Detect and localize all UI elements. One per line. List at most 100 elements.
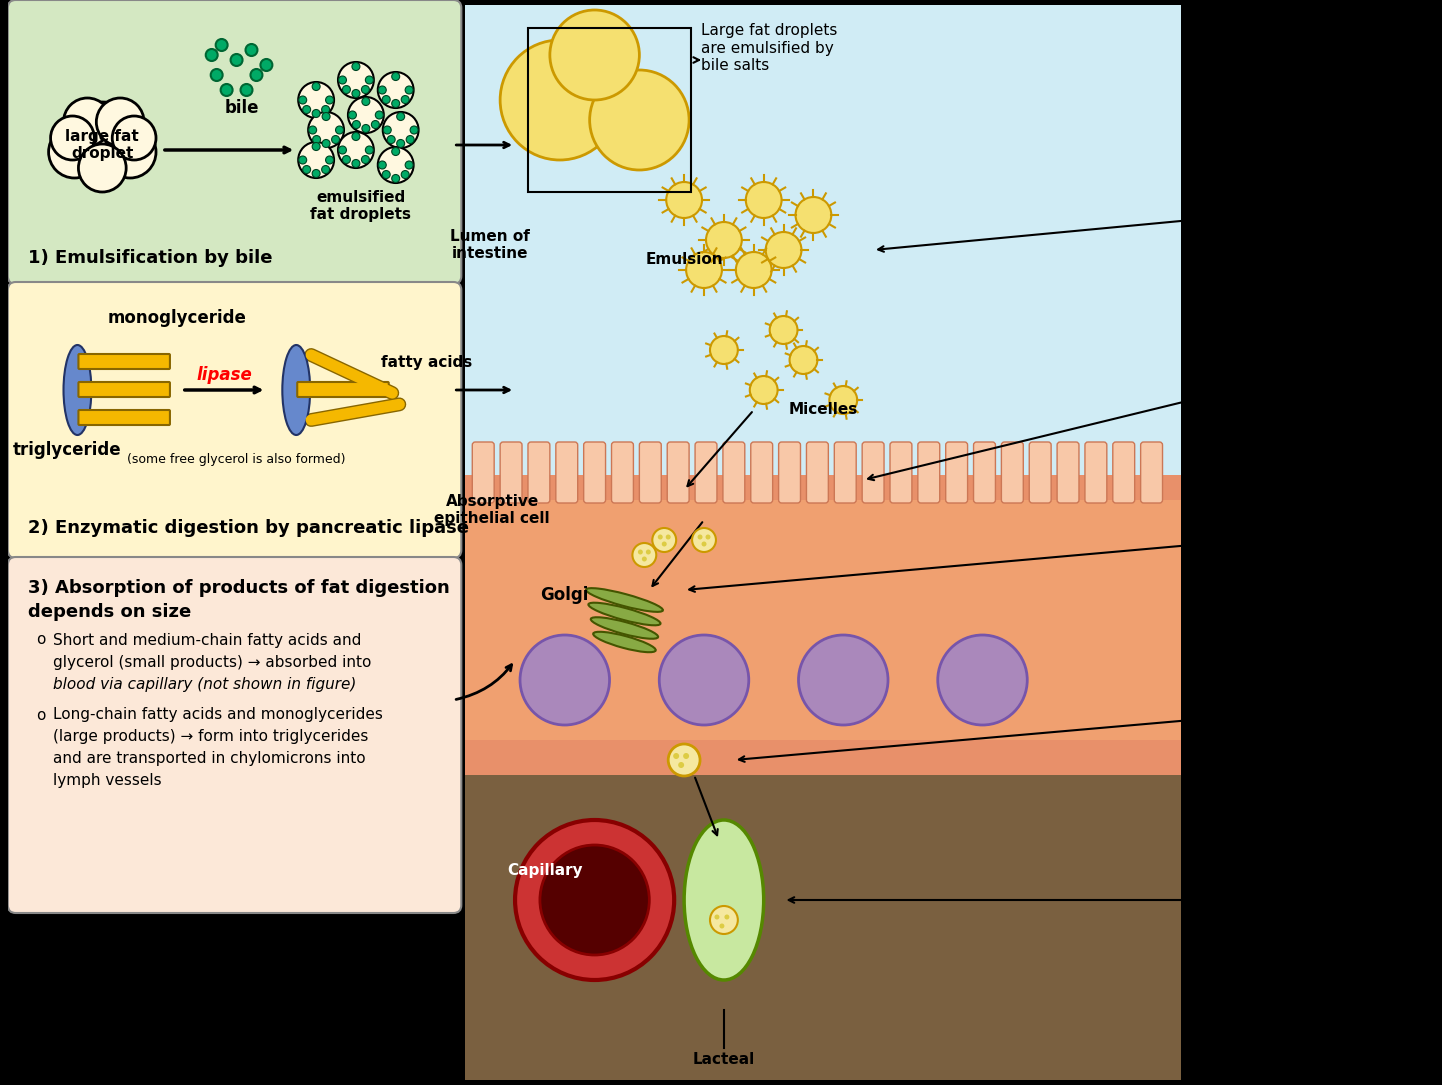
FancyBboxPatch shape bbox=[473, 442, 495, 503]
Circle shape bbox=[937, 635, 1027, 725]
Circle shape bbox=[799, 635, 888, 725]
Circle shape bbox=[662, 541, 666, 547]
Circle shape bbox=[50, 116, 94, 159]
Text: lipase: lipase bbox=[196, 366, 252, 384]
Text: Lumen of
intestine: Lumen of intestine bbox=[450, 229, 531, 261]
Circle shape bbox=[770, 316, 797, 344]
Text: Micelles: Micelles bbox=[789, 403, 858, 418]
Circle shape bbox=[362, 86, 369, 93]
Circle shape bbox=[352, 132, 360, 140]
Text: Lymph in the
lacteal transports
chylomicrons away
from intestine: Lymph in the lacteal transports chylomic… bbox=[1197, 870, 1337, 937]
Text: Long-chain fatty acids and monoglycerides: Long-chain fatty acids and monoglyceride… bbox=[52, 707, 382, 723]
Circle shape bbox=[735, 252, 771, 288]
Ellipse shape bbox=[591, 617, 658, 639]
Text: and are transported in chylomicrons into: and are transported in chylomicrons into bbox=[52, 752, 365, 766]
Circle shape bbox=[410, 126, 418, 135]
Circle shape bbox=[349, 111, 356, 119]
Text: (some free glycerol is also formed): (some free glycerol is also formed) bbox=[127, 454, 346, 467]
Circle shape bbox=[245, 44, 258, 56]
Circle shape bbox=[322, 140, 330, 148]
Text: Golgi: Golgi bbox=[541, 586, 588, 604]
Circle shape bbox=[261, 59, 273, 71]
FancyBboxPatch shape bbox=[78, 354, 170, 369]
Bar bbox=[466, 500, 1181, 740]
Text: Fatty acids and mono-
glycerides (resulting
from fat digestion)
leave micelles a: Fatty acids and mono- glycerides (result… bbox=[1197, 155, 1358, 240]
Circle shape bbox=[401, 170, 410, 179]
Circle shape bbox=[211, 69, 222, 81]
Circle shape bbox=[311, 142, 320, 151]
FancyBboxPatch shape bbox=[466, 5, 1181, 475]
Circle shape bbox=[705, 535, 711, 539]
Circle shape bbox=[311, 82, 320, 90]
FancyBboxPatch shape bbox=[611, 442, 633, 503]
Text: Fatty globules combine
with proteins to form
chylomicrons (inside
Golgi apparatu: Fatty globules combine with proteins to … bbox=[1197, 520, 1366, 587]
Circle shape bbox=[642, 557, 647, 562]
Circle shape bbox=[339, 76, 346, 84]
Circle shape bbox=[303, 166, 310, 174]
Circle shape bbox=[342, 86, 350, 93]
Circle shape bbox=[322, 113, 330, 120]
Text: large fat
droplet: large fat droplet bbox=[65, 129, 140, 162]
FancyBboxPatch shape bbox=[555, 442, 578, 503]
Circle shape bbox=[397, 113, 405, 120]
FancyBboxPatch shape bbox=[668, 442, 689, 503]
Circle shape bbox=[63, 98, 111, 146]
FancyBboxPatch shape bbox=[919, 442, 940, 503]
FancyBboxPatch shape bbox=[751, 442, 773, 503]
FancyBboxPatch shape bbox=[500, 442, 522, 503]
Circle shape bbox=[378, 86, 386, 94]
Circle shape bbox=[384, 126, 391, 135]
Circle shape bbox=[796, 197, 832, 233]
Circle shape bbox=[686, 252, 722, 288]
Circle shape bbox=[633, 542, 656, 567]
Circle shape bbox=[746, 182, 782, 218]
Circle shape bbox=[337, 62, 373, 98]
Text: Emulsion: Emulsion bbox=[646, 253, 722, 268]
Circle shape bbox=[658, 535, 663, 539]
Circle shape bbox=[365, 76, 373, 84]
Circle shape bbox=[348, 97, 384, 133]
Circle shape bbox=[378, 72, 414, 108]
Text: 1) Emulsification by bile: 1) Emulsification by bile bbox=[27, 248, 273, 267]
Circle shape bbox=[401, 95, 410, 103]
Text: emulsified
fat droplets: emulsified fat droplets bbox=[310, 190, 411, 222]
Text: depends on size: depends on size bbox=[27, 603, 190, 621]
Circle shape bbox=[388, 136, 395, 143]
Circle shape bbox=[684, 753, 689, 759]
Circle shape bbox=[352, 63, 360, 71]
Circle shape bbox=[309, 112, 345, 148]
Circle shape bbox=[678, 762, 684, 768]
Circle shape bbox=[298, 82, 335, 118]
Circle shape bbox=[750, 376, 777, 404]
Circle shape bbox=[405, 161, 412, 169]
FancyBboxPatch shape bbox=[946, 442, 968, 503]
Circle shape bbox=[720, 923, 724, 929]
Text: triglyceride: triglyceride bbox=[13, 441, 121, 459]
Circle shape bbox=[49, 126, 101, 178]
Circle shape bbox=[313, 136, 320, 143]
Circle shape bbox=[362, 125, 369, 132]
Circle shape bbox=[352, 89, 360, 98]
Circle shape bbox=[326, 156, 333, 164]
Circle shape bbox=[332, 136, 339, 143]
FancyBboxPatch shape bbox=[722, 442, 746, 503]
Circle shape bbox=[405, 86, 412, 94]
Circle shape bbox=[322, 105, 330, 114]
Circle shape bbox=[362, 155, 369, 164]
Text: glycerol (small products) → absorbed into: glycerol (small products) → absorbed int… bbox=[52, 654, 371, 669]
Circle shape bbox=[231, 54, 242, 66]
FancyBboxPatch shape bbox=[78, 382, 170, 397]
Circle shape bbox=[515, 820, 675, 980]
FancyBboxPatch shape bbox=[1057, 442, 1079, 503]
Circle shape bbox=[392, 73, 399, 80]
Text: Short and medium-chain fatty acids and: Short and medium-chain fatty acids and bbox=[52, 633, 360, 648]
Circle shape bbox=[298, 156, 307, 164]
FancyBboxPatch shape bbox=[695, 442, 717, 503]
Circle shape bbox=[709, 336, 738, 363]
Circle shape bbox=[707, 222, 741, 258]
Circle shape bbox=[298, 142, 335, 178]
Circle shape bbox=[397, 140, 405, 148]
Circle shape bbox=[382, 112, 418, 148]
Circle shape bbox=[221, 84, 232, 95]
Circle shape bbox=[590, 71, 689, 170]
